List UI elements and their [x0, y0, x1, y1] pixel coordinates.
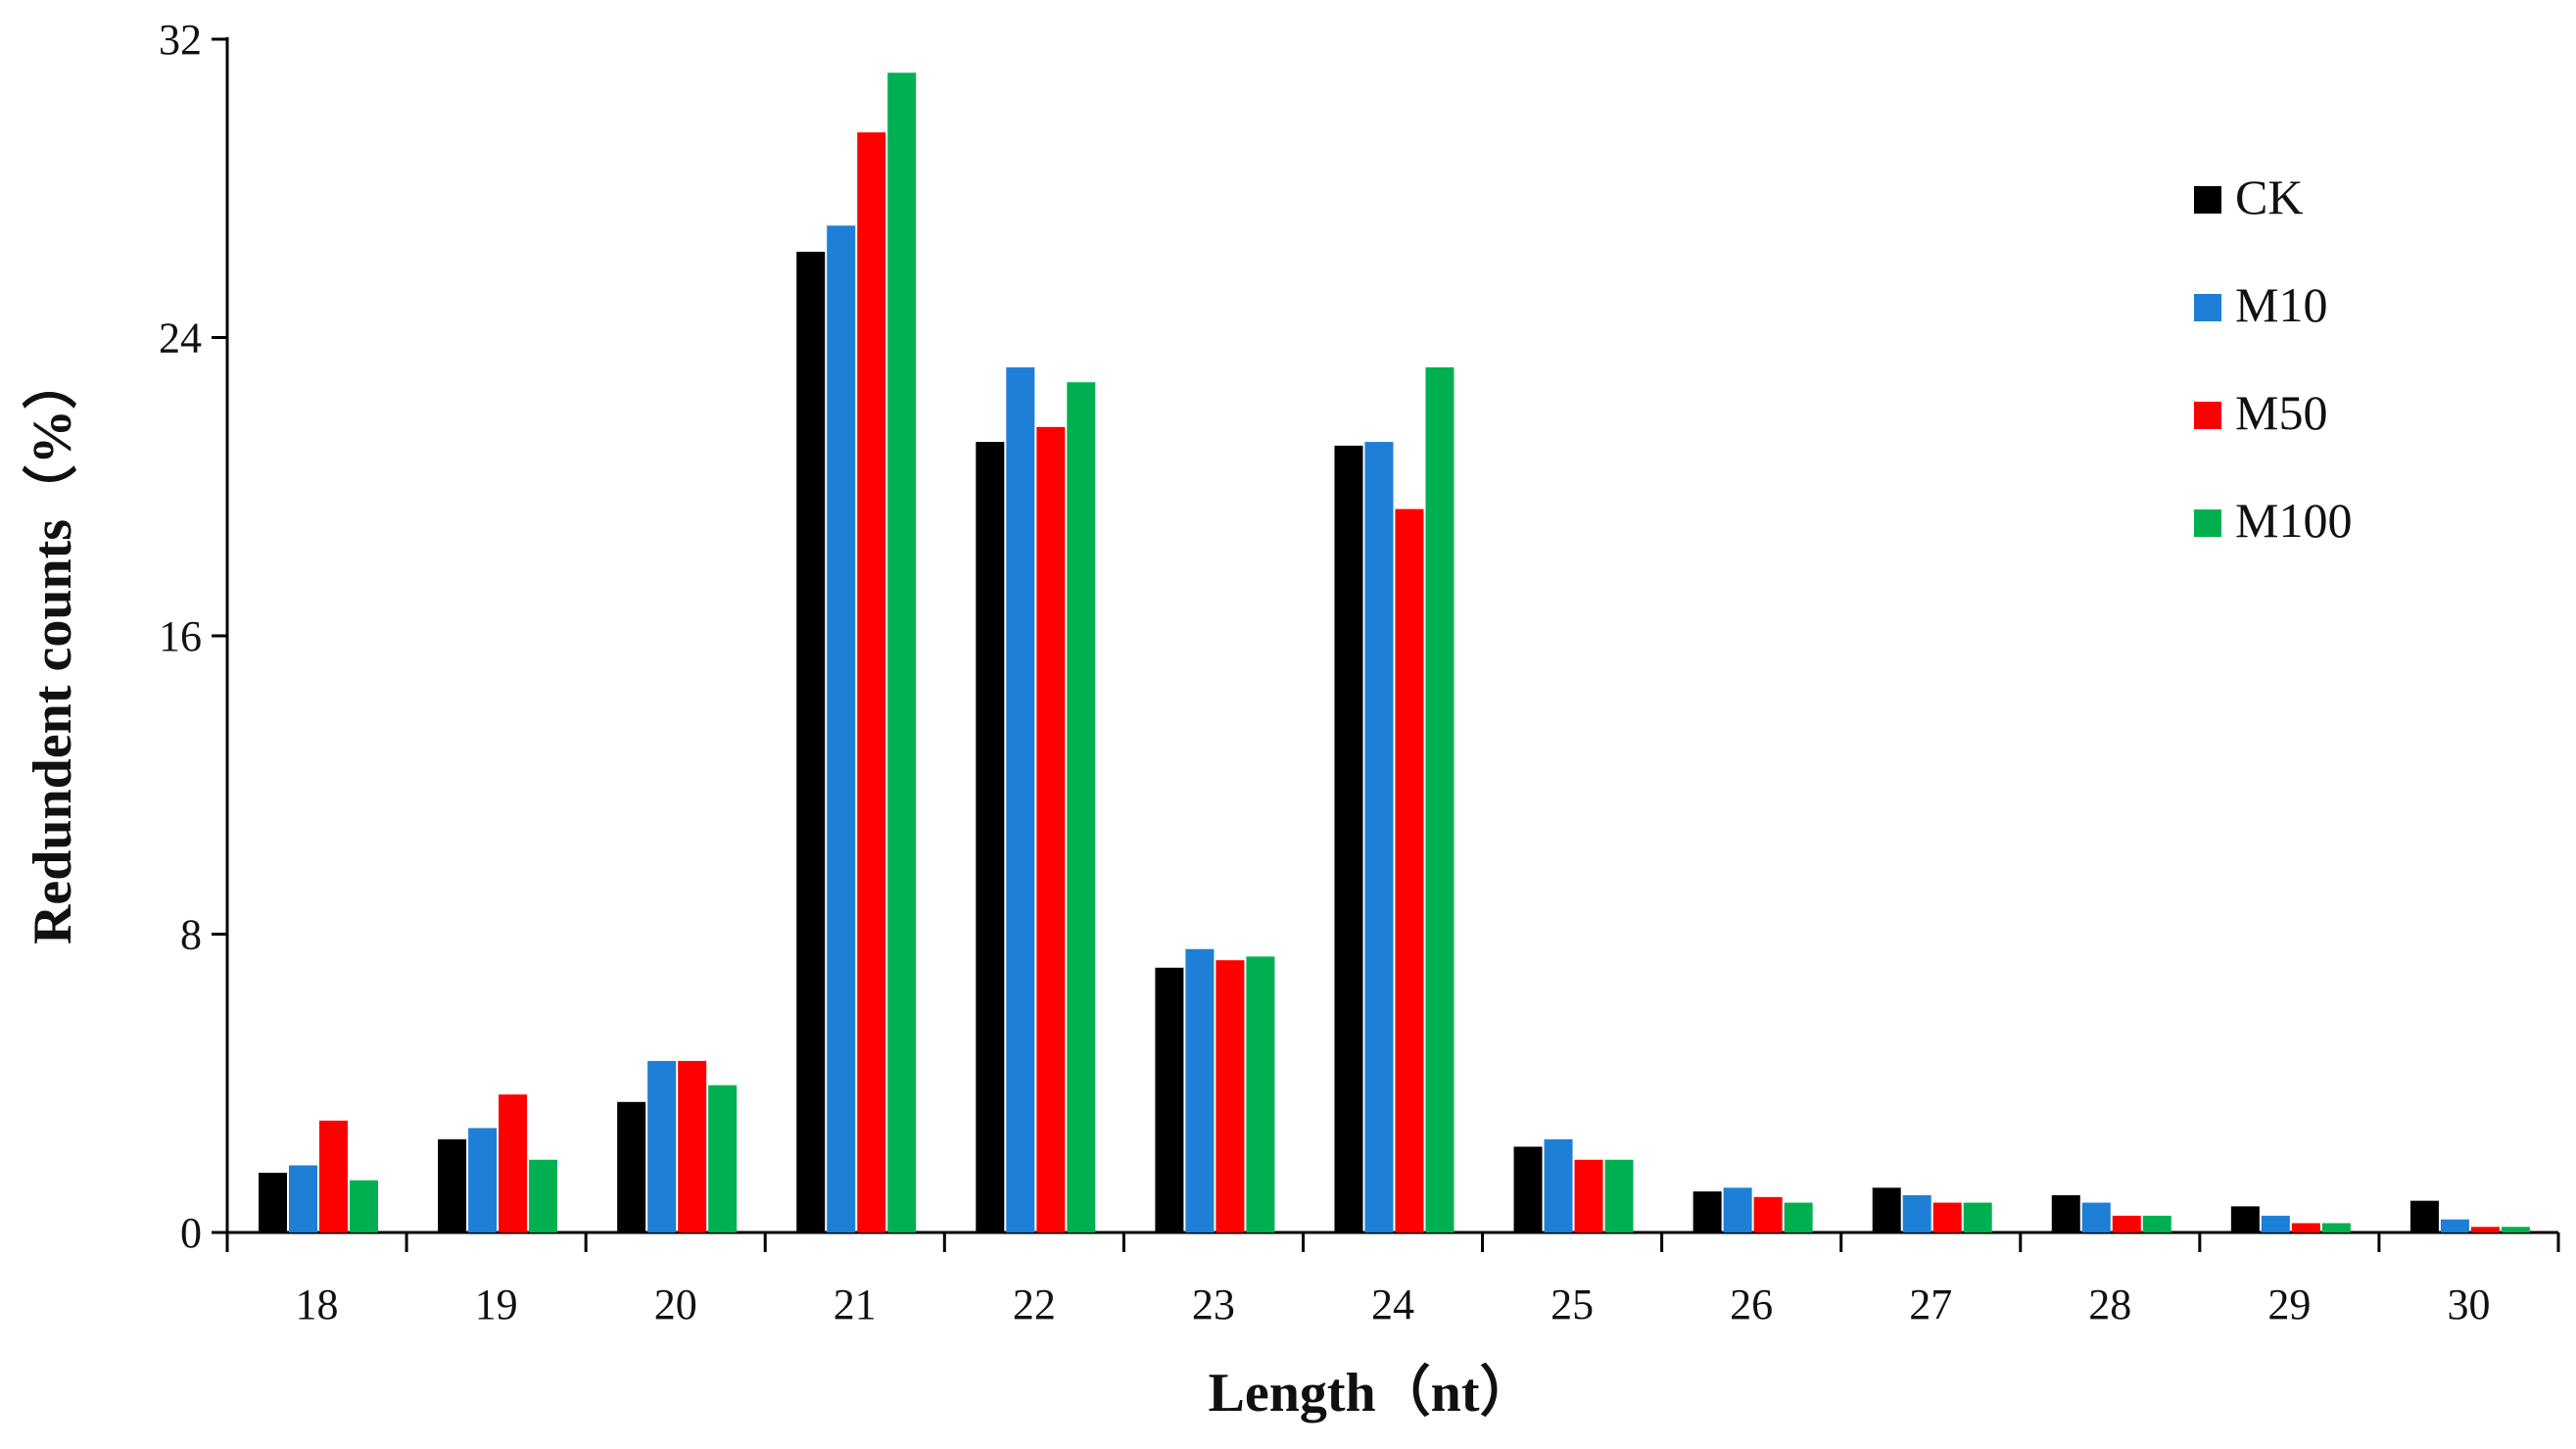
bar-ck-25 — [1513, 1146, 1543, 1232]
y-tick-label: 8 — [180, 911, 202, 959]
y-tick-label: 32 — [159, 16, 202, 64]
bar-m100-27 — [1963, 1202, 1992, 1232]
bar-ck-20 — [617, 1101, 646, 1232]
bar-m50-27 — [1932, 1202, 1962, 1232]
bar-m50-23 — [1216, 960, 1245, 1232]
x-tick-label: 29 — [2267, 1280, 2311, 1328]
legend-swatch-ck — [2194, 186, 2221, 214]
bar-ck-27 — [1872, 1187, 1901, 1232]
bar-m100-23 — [1246, 956, 1275, 1232]
bar-m10-25 — [1544, 1138, 1573, 1232]
y-axis-title: Redundent counts（%） — [22, 355, 83, 944]
legend-label-m10: M10 — [2235, 277, 2327, 332]
legend-label-ck: CK — [2235, 169, 2303, 224]
bar-m50-30 — [2470, 1227, 2500, 1232]
bars — [259, 72, 2530, 1233]
bar-m10-24 — [1364, 442, 1394, 1232]
x-tick-label: 28 — [2088, 1280, 2131, 1328]
x-tick-label: 19 — [475, 1280, 518, 1328]
legend-label-m50: M50 — [2235, 385, 2327, 440]
bar-m10-20 — [647, 1060, 677, 1232]
x-tick-label: 27 — [1909, 1280, 1952, 1328]
bar-ck-26 — [1693, 1191, 1722, 1232]
x-axis-title: Length（nt） — [1209, 1362, 1535, 1424]
bar-m100-20 — [708, 1085, 738, 1232]
bar-m10-23 — [1185, 948, 1215, 1232]
legend-swatch-m100 — [2194, 509, 2221, 537]
bar-m100-19 — [529, 1159, 558, 1232]
legend-swatch-m10 — [2194, 294, 2221, 321]
bar-m100-26 — [1784, 1202, 1813, 1232]
bar-m100-29 — [2321, 1223, 2351, 1232]
bar-ck-24 — [1334, 445, 1363, 1233]
bar-m10-19 — [468, 1128, 498, 1232]
bar-m50-24 — [1395, 508, 1424, 1232]
y-tick-label: 16 — [159, 612, 202, 660]
bar-ck-29 — [2230, 1206, 2260, 1232]
x-tick-label: 21 — [834, 1280, 877, 1328]
bar-m10-22 — [1006, 366, 1035, 1232]
bar-ck-23 — [1155, 967, 1184, 1232]
bar-m10-26 — [1723, 1187, 1752, 1232]
legend-label-m100: M100 — [2235, 493, 2352, 548]
bar-m50-19 — [499, 1094, 528, 1232]
bar-m10-18 — [289, 1165, 317, 1232]
bar-m50-26 — [1753, 1196, 1783, 1232]
bar-ck-21 — [796, 251, 826, 1232]
x-tick-label: 20 — [654, 1280, 697, 1328]
bar-m50-21 — [857, 132, 886, 1232]
legend-swatch-m50 — [2194, 402, 2221, 429]
bar-m10-30 — [2440, 1219, 2469, 1232]
bar-m10-28 — [2081, 1202, 2111, 1232]
bar-ck-30 — [2409, 1200, 2439, 1232]
x-tick-label: 18 — [296, 1280, 339, 1328]
y-tick-label: 0 — [180, 1209, 202, 1257]
x-tick-label: 23 — [1192, 1280, 1235, 1328]
bar-m100-24 — [1425, 366, 1455, 1232]
bar-m10-27 — [1902, 1194, 1932, 1232]
legend: CK M10 M50 M100 — [2194, 169, 2352, 548]
bar-m50-18 — [319, 1120, 348, 1232]
bar-m100-28 — [2142, 1215, 2171, 1232]
bar-m100-18 — [350, 1180, 378, 1232]
bar-ck-28 — [2051, 1194, 2080, 1232]
bar-ck-18 — [259, 1173, 287, 1232]
bar-ck-22 — [976, 442, 1005, 1232]
bar-ck-19 — [438, 1138, 467, 1232]
x-tick-label: 26 — [1730, 1280, 1773, 1328]
x-tick-label: 30 — [2447, 1280, 2490, 1328]
bar-m50-25 — [1574, 1159, 1603, 1232]
bar-m10-29 — [2261, 1215, 2290, 1232]
x-tick-label: 22 — [1013, 1280, 1056, 1328]
y-tick-label: 24 — [159, 314, 202, 362]
bar-m50-22 — [1036, 426, 1066, 1233]
bar-m10-21 — [827, 225, 856, 1232]
bar-m100-21 — [887, 72, 917, 1233]
bar-m50-29 — [2291, 1223, 2320, 1232]
x-tick-label: 25 — [1550, 1280, 1594, 1328]
x-ticks: 18 19 20 21 22 23 24 25 26 27 28 29 30 — [225, 1232, 2560, 1328]
y-ticks: 0 8 16 24 32 — [159, 16, 227, 1257]
bar-m50-28 — [2112, 1215, 2141, 1232]
bar-m50-20 — [678, 1060, 707, 1232]
x-tick-label: 24 — [1371, 1280, 1414, 1328]
bar-m100-25 — [1604, 1159, 1634, 1232]
bar-m100-22 — [1067, 382, 1096, 1232]
bar-m100-30 — [2501, 1227, 2530, 1232]
